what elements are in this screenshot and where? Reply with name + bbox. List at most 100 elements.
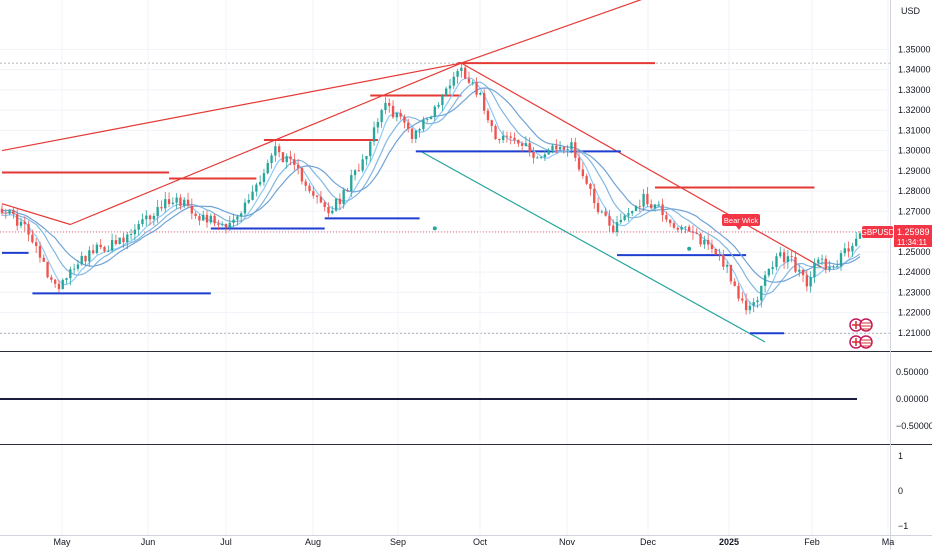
oscillator-tick-label: 0.50000 [896, 367, 929, 377]
candle-body [847, 248, 850, 252]
candle-body [175, 197, 178, 203]
candle-body [72, 268, 76, 270]
candle-body [167, 199, 171, 204]
candle-body [790, 256, 793, 258]
candle-body [251, 191, 254, 200]
candle-body [490, 120, 493, 127]
candle-body [612, 225, 615, 233]
candle-body [228, 222, 231, 228]
candle-body [152, 216, 156, 220]
candle-body [300, 167, 304, 182]
candle-body [779, 252, 782, 257]
candle-body [107, 250, 110, 252]
candle-body [266, 163, 269, 174]
candle-body [69, 269, 72, 279]
trend-line[interactable] [461, 0, 708, 64]
trend-line[interactable] [1, 62, 462, 152]
candle-body [240, 213, 243, 217]
candle-body [547, 150, 550, 155]
candle-body [498, 139, 501, 141]
bear-wick-label: Bear Wick [724, 216, 758, 225]
candle-body [858, 233, 862, 239]
candle-body [706, 239, 710, 245]
candle-body [369, 141, 372, 157]
candle-body [274, 146, 277, 156]
candle-body [122, 237, 125, 243]
candle-body [179, 197, 182, 206]
candle-body [509, 136, 512, 138]
trend-line[interactable] [419, 150, 766, 343]
candle-body [399, 112, 402, 117]
candle-body [782, 252, 786, 262]
candle-body [855, 238, 858, 246]
candle-body [832, 266, 835, 268]
bear-wick-pointer [736, 226, 742, 230]
candle-body [12, 210, 15, 215]
candle-body [209, 215, 212, 223]
candle-body [171, 202, 175, 204]
candle-body [669, 219, 672, 224]
pivot-marker [432, 226, 437, 231]
candle-body [775, 256, 778, 268]
candle-body [801, 269, 805, 276]
candle-body [539, 157, 543, 158]
price-tick-label: 1.31000 [898, 125, 931, 135]
oscillator-tick-label: −0.50000 [896, 421, 932, 431]
candle-body [133, 229, 137, 235]
candle-body [615, 222, 619, 233]
last-price-badge-bg [894, 225, 932, 247]
candle-body [304, 181, 307, 186]
candle-body [794, 257, 797, 272]
candle-body [50, 277, 53, 280]
candle-body [296, 164, 300, 168]
candle-body [103, 247, 106, 252]
candle-body [319, 196, 323, 203]
indicator-tick-label: 0 [898, 486, 903, 496]
candle-body [513, 137, 516, 140]
candle-body [323, 202, 326, 208]
trend-line[interactable] [1, 203, 71, 226]
candle-body [471, 82, 474, 84]
candle-body [141, 219, 144, 225]
level-lines[interactable] [2, 62, 815, 335]
trend-line[interactable] [70, 62, 462, 226]
candle-body [27, 224, 30, 235]
candle-body [672, 223, 676, 228]
candle-body [699, 233, 702, 245]
candle-body [38, 245, 42, 258]
candle-body [463, 67, 467, 79]
candle-body [31, 234, 34, 243]
candle-body [566, 149, 569, 151]
candle-body [676, 227, 679, 230]
price-tick-label: 1.21000 [898, 328, 931, 338]
us-flag-icon [859, 335, 873, 349]
candle-body [289, 156, 292, 160]
candle-body [805, 275, 809, 287]
candle-body [42, 257, 45, 262]
candle-body [391, 105, 395, 118]
flag-icons[interactable] [849, 318, 873, 349]
candle-body [851, 245, 854, 252]
candle-body [202, 214, 205, 221]
candle-body [638, 206, 641, 208]
candle-body [763, 275, 767, 286]
candle-body [376, 122, 380, 128]
candle-body [403, 116, 406, 123]
trend-line[interactable] [461, 62, 827, 271]
trend-lines[interactable] [1, 0, 827, 343]
date-label: Sep [390, 537, 406, 547]
candle-body [631, 211, 634, 214]
candle-body [410, 128, 414, 139]
time-axis[interactable]: May Jun Jul Aug Sep Oct Nov Dec 2025 Feb Ma [53, 537, 894, 547]
candle-body [505, 135, 509, 137]
candle-body [653, 204, 657, 209]
date-label: Aug [305, 537, 321, 547]
candle-body [718, 254, 721, 256]
candle-body [665, 215, 668, 220]
price-tick-label: 1.35000 [898, 44, 931, 54]
price-tick-label: 1.28000 [898, 186, 931, 196]
indicator-tick-label: 1 [898, 451, 903, 461]
candle-body [600, 211, 604, 213]
candle-body [346, 189, 349, 191]
